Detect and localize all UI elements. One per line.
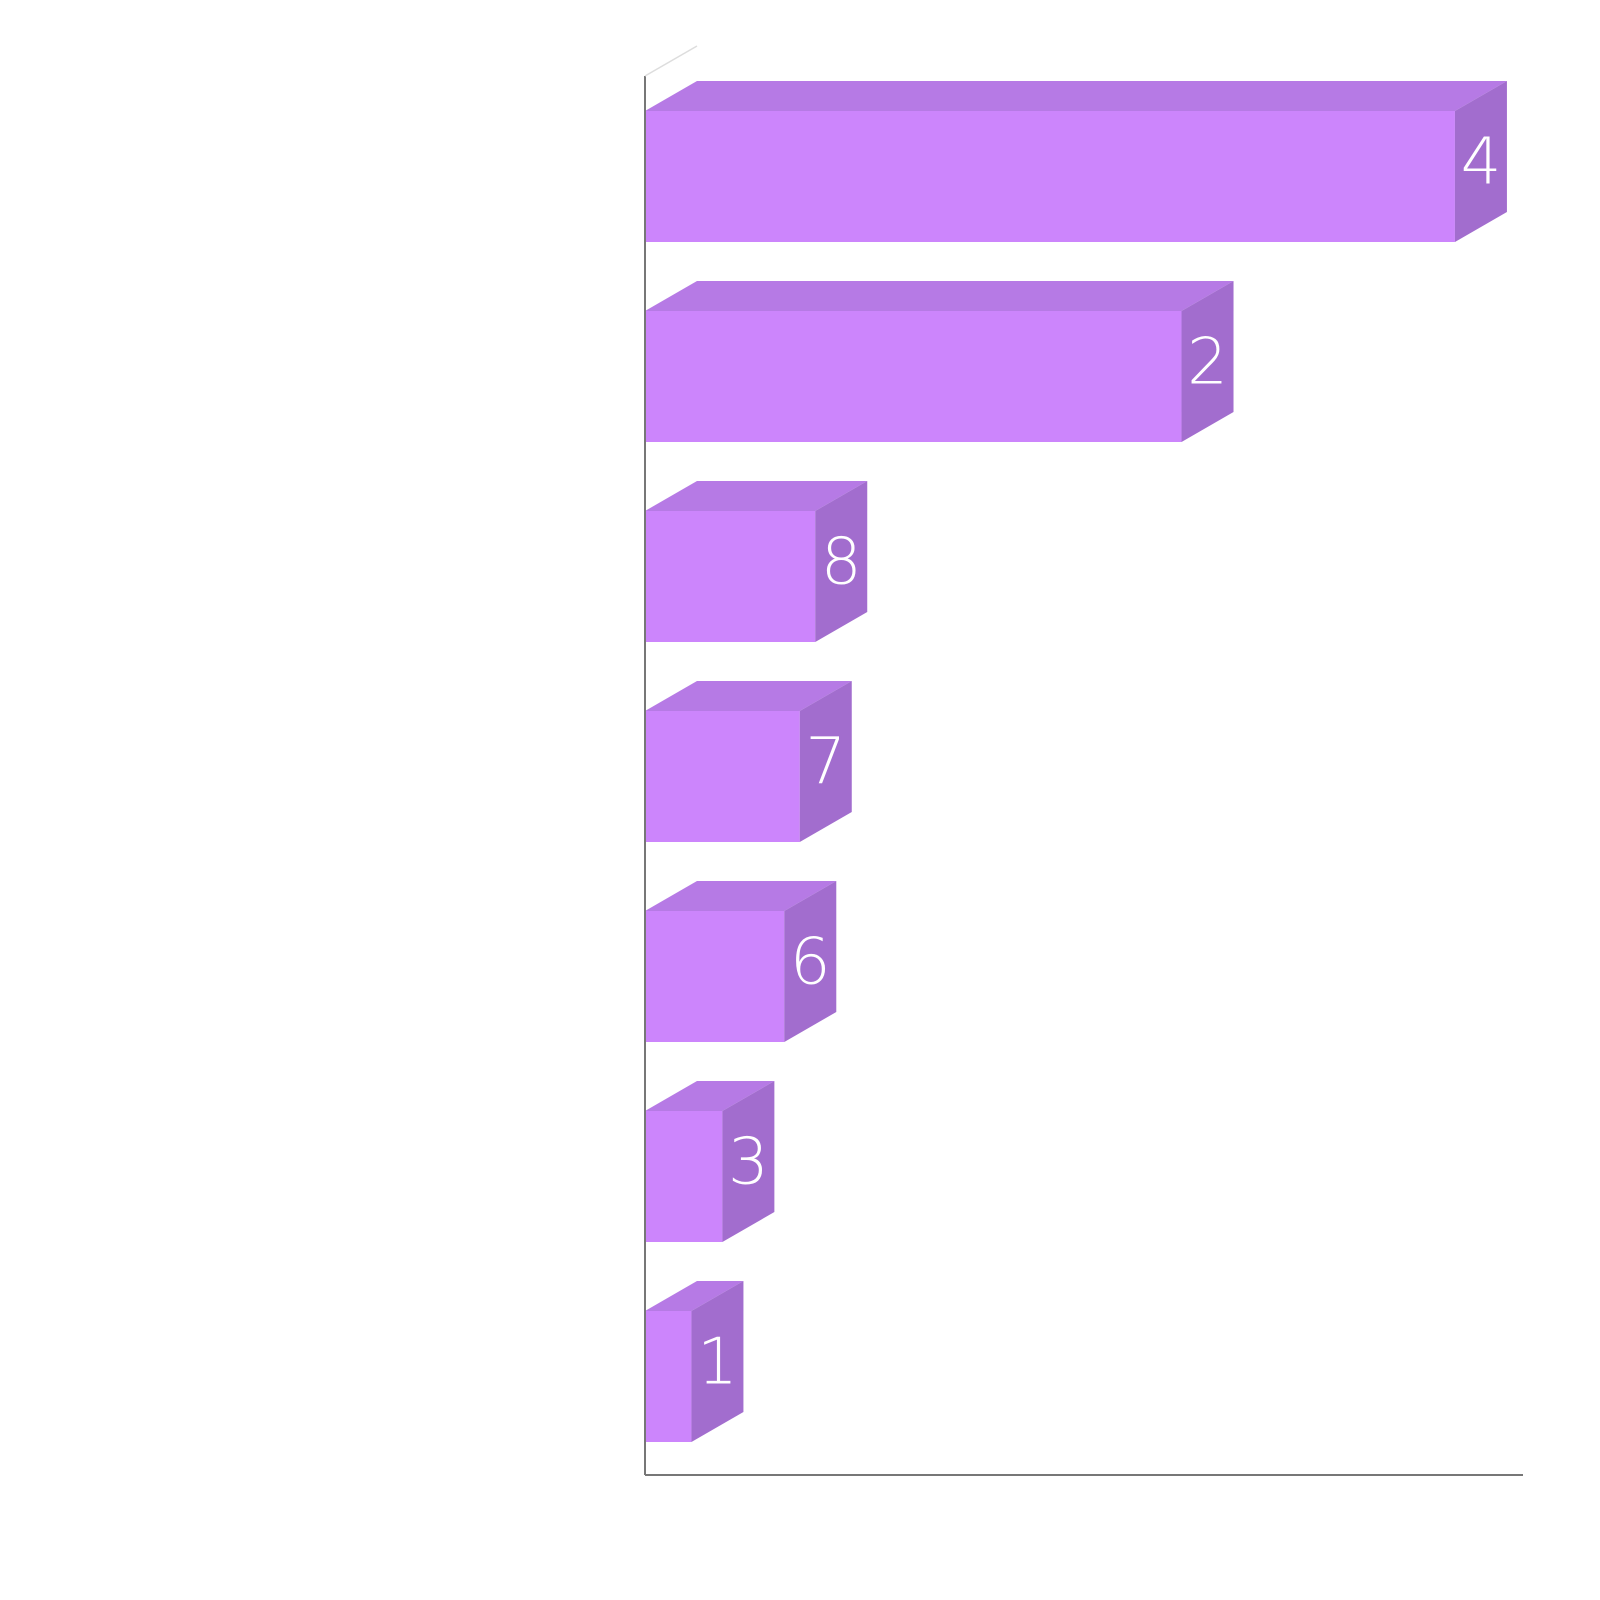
bar-front-face: [645, 911, 785, 1042]
bar-side-face: [799, 681, 852, 842]
bar-front-face: [645, 1111, 723, 1242]
bar-4: [645, 81, 1507, 242]
bar-top-face: [645, 81, 1507, 111]
bar-data-label: 6: [790, 926, 831, 1000]
bar-front-face: [645, 111, 1455, 242]
bar-side-face: [1454, 81, 1507, 242]
bar-side-face: [691, 1281, 744, 1442]
bar-side-face: [815, 481, 868, 642]
bar-data-label: 3: [728, 1126, 769, 1200]
y-axis-depth-edge: [644, 45, 698, 77]
bar-data-label: 8: [821, 526, 862, 600]
bar-front-face: [645, 711, 800, 842]
bar-data-label: 4: [1461, 126, 1502, 200]
bar-top-face: [645, 481, 868, 511]
bar-data-label: 1: [697, 1326, 738, 1400]
bar-side-face: [784, 881, 837, 1042]
bar-6: [645, 881, 837, 1042]
bars-group: [645, 81, 1507, 1442]
bar-front-face: [645, 311, 1182, 442]
bar-front-face: [645, 511, 816, 642]
labels-group: 4 2 8 7 6 3 1: [697, 126, 1501, 1400]
bar-front-face: [645, 1311, 692, 1442]
bar-top-face: [645, 1081, 775, 1111]
bar-data-label: 7: [805, 726, 846, 800]
bar-side-face: [722, 1081, 775, 1242]
bar-7: [645, 681, 852, 842]
bar-side-face: [1181, 281, 1234, 442]
bar-1: [645, 1281, 744, 1442]
bar-3: [645, 1081, 775, 1242]
bar-top-face: [645, 881, 837, 911]
axes-group: [644, 45, 1523, 1476]
bar-2: [645, 281, 1234, 442]
bar-data-label: 2: [1187, 326, 1228, 400]
bar-top-face: [645, 1281, 744, 1311]
bar-8: [645, 481, 868, 642]
bar-top-face: [645, 681, 852, 711]
bar-top-face: [645, 281, 1234, 311]
